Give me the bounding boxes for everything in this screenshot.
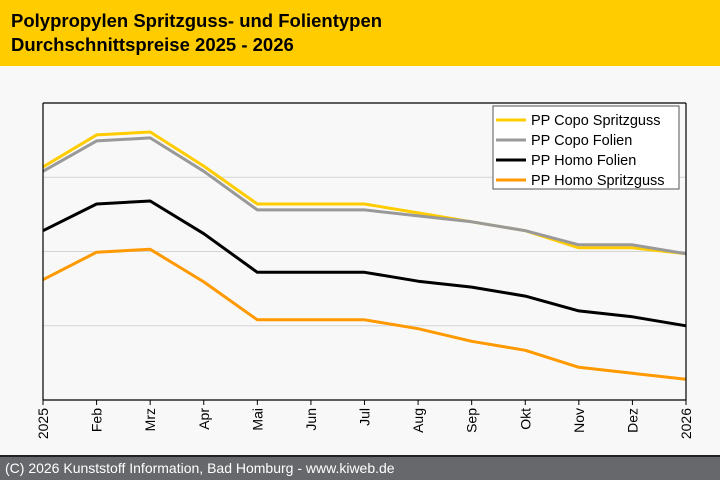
x-tick-label: 2025 (35, 408, 51, 439)
chart-title: Polypropylen Spritzguss- und Folientypen (11, 10, 383, 31)
series-line-pp-copo-folien (42, 136, 687, 256)
x-tick-label: Dez (624, 408, 640, 433)
legend-label: PP Copo Spritzguss (531, 113, 661, 129)
footer: (C) 2026 Kunststoff Information, Bad Hom… (0, 455, 720, 480)
x-tick-label: Feb (89, 408, 105, 432)
chart-area: 2025 Feb Mrz Apr Mai Jun Jul Aug Sep Okt Nov Dez 202… (0, 66, 720, 455)
x-tick-label: Sep (464, 408, 480, 433)
x-tick-label: Okt (517, 408, 533, 430)
x-tick-label: Mrz (142, 408, 158, 431)
series-line-pp-copo-spritzguss (42, 130, 687, 256)
series-line-pp-homo-spritzguss (42, 247, 687, 381)
copyright-text: (C) 2026 Kunststoff Information, Bad Hom… (5, 460, 395, 476)
series-lines (42, 130, 687, 381)
x-tick-label: Jun (303, 408, 319, 431)
legend-label: PP Copo Folien (531, 133, 632, 149)
legend-label: PP Homo Spritzguss (531, 173, 665, 189)
x-tick-label: Aug (410, 408, 426, 433)
legend-label: PP Homo Folien (531, 153, 636, 169)
legend: PP Copo Spritzguss PP Copo Folien PP Homo … (492, 105, 680, 190)
series-line-pp-homo-folien (42, 199, 687, 328)
chart-header: Polypropylen Spritzguss- und Folientypen… (0, 0, 720, 66)
x-tick-label: 2026 (678, 408, 694, 439)
chart-subtitle: Durchschnittspreise 2025 - 2026 (11, 34, 294, 55)
x-tick-label: Jul (357, 408, 373, 426)
x-tick-label: Apr (196, 408, 212, 430)
x-tick-label: Nov (571, 408, 587, 433)
line-chart: 2025 Feb Mrz Apr Mai Jun Jul Aug Sep Okt Nov Dez 202… (35, 102, 694, 439)
x-tick-label: Mai (249, 408, 265, 431)
x-axis-ticks: 2025 Feb Mrz Apr Mai Jun Jul Aug Sep Okt Nov Dez 202… (35, 400, 694, 439)
